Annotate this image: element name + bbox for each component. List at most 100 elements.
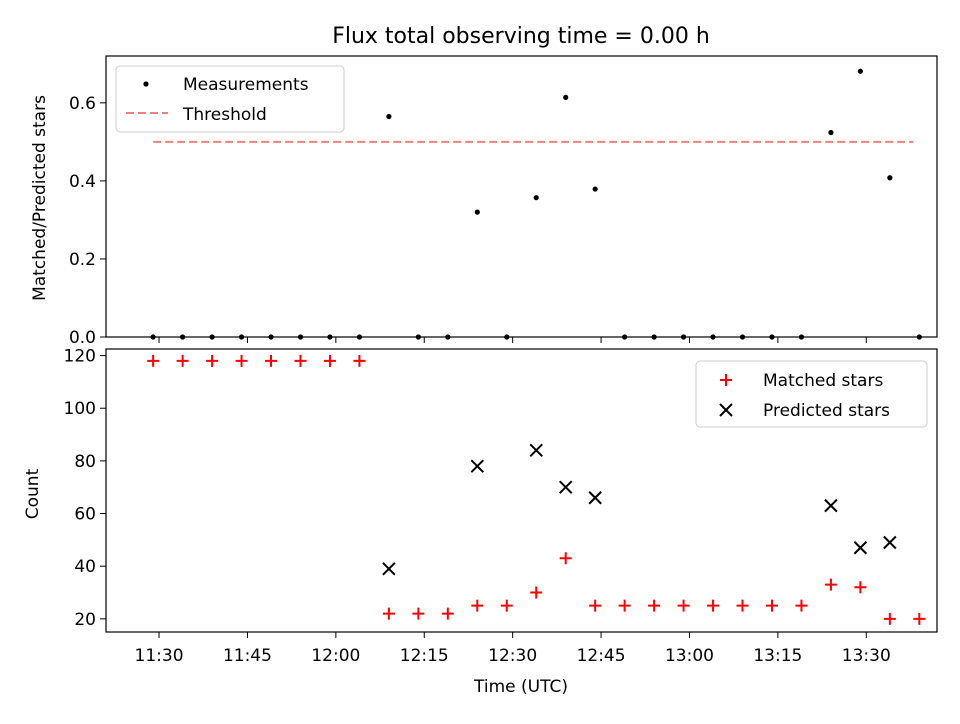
matched-stars-point	[176, 354, 189, 367]
measurement-point	[887, 175, 893, 181]
y-tick-label: 0.4	[69, 172, 96, 192]
measurement-point	[150, 334, 156, 340]
measurement-point	[680, 334, 687, 340]
matched-stars-point	[412, 607, 425, 620]
top-y-axis-label: Matched/Predicted stars	[30, 95, 50, 301]
measurement-point	[180, 334, 186, 340]
y-tick-label: 60	[74, 505, 96, 525]
predicted-stars-point	[588, 491, 602, 505]
x-tick-label: 11:45	[223, 646, 272, 666]
measurement-point	[504, 334, 510, 340]
x-axis-label: Time (UTC)	[473, 677, 568, 697]
top-legend-box	[115, 65, 345, 133]
matched-stars-point	[854, 581, 867, 594]
matched-stars-point	[265, 354, 278, 367]
measurement-point	[622, 334, 628, 340]
matched-stars-point	[323, 354, 336, 367]
x-tick-label: 13:15	[753, 646, 802, 666]
predicted-stars-point	[382, 562, 396, 576]
predicted-stars-point	[853, 541, 868, 555]
y-tick-label: 40	[74, 557, 96, 577]
y-tick-label: 0.6	[69, 94, 96, 114]
measurement-point	[739, 334, 746, 340]
measurement-point	[533, 195, 539, 201]
measurement-point	[445, 334, 451, 340]
matched-stars-point	[294, 354, 307, 367]
matched-stars-point	[913, 612, 926, 625]
legend-measurements-label: Measurements	[183, 75, 309, 95]
legend-predicted-stars-marker	[719, 403, 733, 417]
bottom-y-axis-label: Count	[23, 468, 43, 519]
legend-matched-stars-label: Matched stars	[763, 371, 883, 391]
plot-frame	[105, 348, 938, 633]
legend-measurements-marker	[143, 81, 149, 87]
measurement-point	[268, 334, 274, 340]
measurement-point	[563, 94, 569, 100]
plot-frame	[105, 55, 938, 338]
y-tick-label: 120	[64, 347, 96, 367]
matched-stars-point	[589, 599, 602, 612]
matched-stars-point	[618, 599, 631, 612]
y-tick-label: 100	[64, 399, 96, 419]
measurement-point	[415, 334, 421, 340]
matched-stars-point	[559, 552, 572, 565]
bottom-legend: Matched stars Predicted stars	[695, 360, 928, 428]
measurement-point	[238, 334, 245, 340]
measurement-point	[651, 334, 657, 340]
matched-stars-point	[353, 354, 366, 367]
top-legend: Measurements Threshold	[115, 65, 345, 133]
matched-stars-point	[648, 599, 661, 612]
measurement-point	[474, 209, 480, 215]
measurement-point	[769, 334, 775, 340]
measurement-point	[297, 334, 304, 340]
legend-threshold-label: Threshold	[182, 105, 267, 125]
matched-stars-point	[206, 354, 219, 367]
top-chart-title: Flux total observing time = 0.00 h	[332, 24, 710, 49]
y-tick-label: 0.2	[69, 250, 96, 270]
matched-stars-point	[707, 599, 720, 612]
measurement-point	[356, 334, 363, 340]
matched-stars-point	[235, 354, 248, 367]
matched-stars-point	[471, 599, 484, 612]
top-plot-area: 0.0 0.2 0.4 0.6	[69, 55, 938, 348]
legend-predicted-stars-label: Predicted stars	[763, 401, 890, 421]
predicted-stars-point	[470, 459, 485, 473]
matched-stars-point	[795, 599, 808, 612]
x-tick-label: 11:30	[135, 646, 184, 666]
y-tick-label: 0.0	[69, 328, 96, 348]
bottom-plot-area: 20 40 60 80 100 120 11:30 11:45 12:00 12:15 12:30 1…	[64, 347, 938, 666]
measurement-point	[828, 129, 834, 136]
measurement-point	[327, 334, 333, 340]
x-tick-label: 12:45	[577, 646, 626, 666]
matched-stars-point	[500, 599, 513, 612]
measurement-point	[710, 334, 716, 340]
x-tick-label: 12:15	[400, 646, 449, 666]
y-tick-label: 80	[74, 452, 96, 472]
measurement-point	[592, 186, 598, 192]
bottom-legend-box	[695, 360, 928, 428]
matched-stars-point	[824, 578, 837, 591]
predicted-stars-point	[883, 535, 897, 550]
predicted-stars-point	[824, 498, 838, 513]
x-tick-label: 12:30	[488, 646, 537, 666]
x-tick-label: 13:00	[665, 646, 714, 666]
matched-stars-point	[765, 599, 778, 612]
x-tick-label: 13:30	[842, 646, 891, 666]
measurement-point	[916, 334, 922, 340]
measurement-point	[386, 113, 392, 120]
matched-stars-point	[147, 354, 160, 367]
legend-matched-stars-marker	[720, 374, 732, 386]
measurement-point	[209, 334, 215, 340]
measurement-point	[798, 334, 805, 340]
predicted-stars-point	[558, 480, 573, 494]
matched-stars-point	[736, 599, 749, 612]
matched-stars-point	[530, 586, 543, 599]
x-tick-label: 12:00	[311, 646, 360, 666]
matched-stars-point	[382, 607, 395, 620]
measurement-point	[857, 68, 863, 74]
matched-stars-point	[883, 612, 896, 625]
matched-stars-point	[677, 599, 690, 612]
predicted-stars-point	[529, 443, 543, 458]
y-tick-label: 20	[74, 610, 96, 630]
